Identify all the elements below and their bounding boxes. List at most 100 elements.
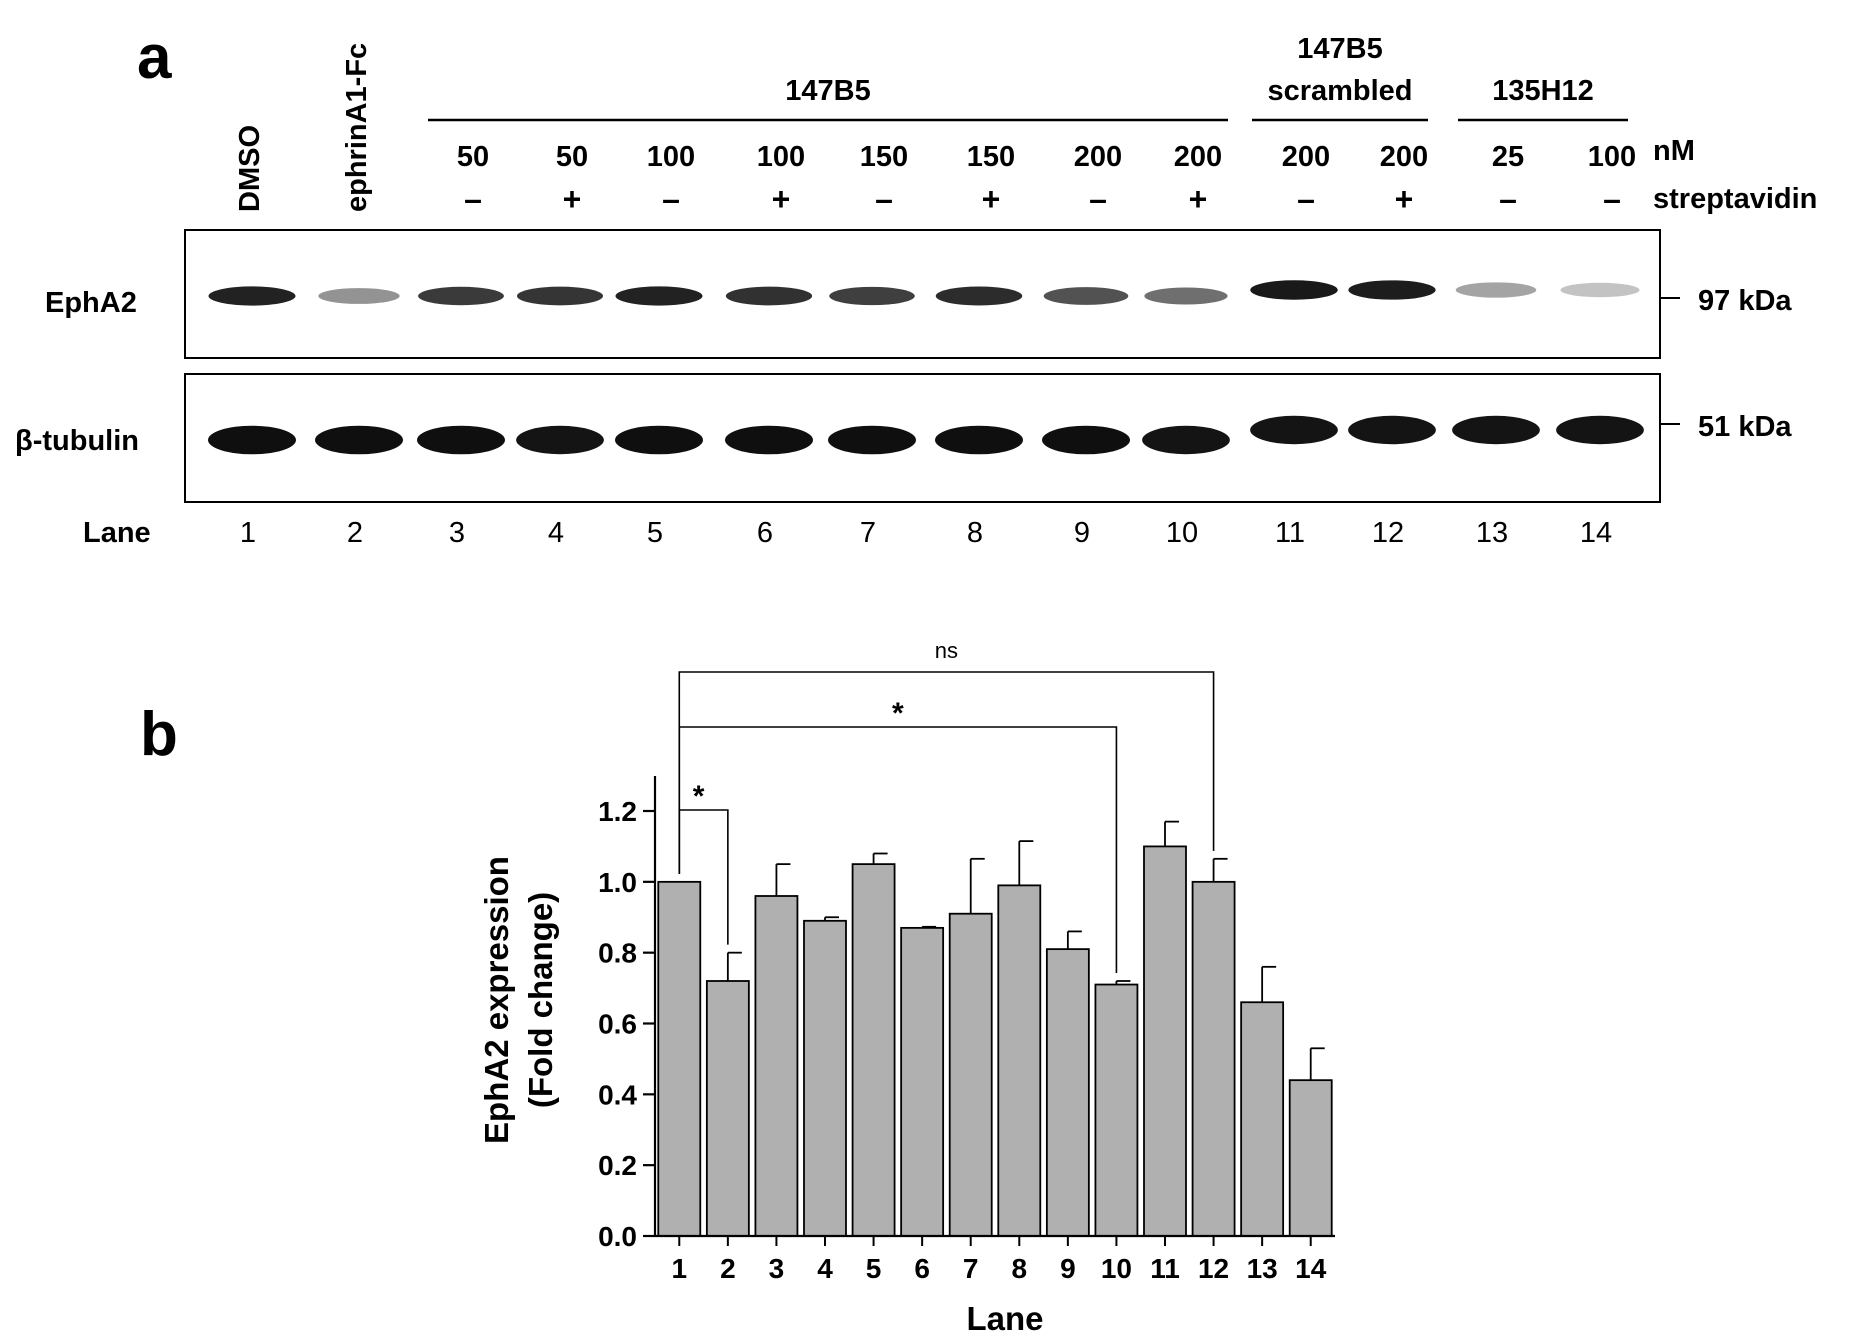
x-axis-label: Lane [966, 1300, 1043, 1337]
y-tick-label: 0.6 [598, 1009, 637, 1040]
x-tick-label: 7 [963, 1253, 979, 1284]
blot-band [516, 425, 604, 455]
blot-band [1042, 425, 1130, 455]
epha2-bands [208, 280, 1640, 306]
lane-number: 3 [449, 517, 465, 549]
concentration-value: 200 [1282, 141, 1330, 173]
group-label: scrambled [1267, 75, 1412, 107]
panel-b-label: b [140, 700, 178, 769]
blot-band [208, 425, 296, 455]
lane-number: 6 [757, 517, 773, 549]
blot-band [1043, 287, 1129, 305]
y-tick-label: 1.0 [598, 867, 637, 898]
x-tick-label: 4 [817, 1253, 833, 1284]
concentration-unit: nM [1653, 135, 1695, 167]
x-tick-label: 8 [1011, 1253, 1027, 1284]
lane-number: 8 [967, 517, 983, 549]
bar [754, 895, 799, 1237]
blot-band [417, 425, 505, 455]
lane-number: 12 [1372, 517, 1404, 549]
streptavidin-sign: + [563, 181, 582, 217]
lane-number: 5 [647, 517, 663, 549]
epha2-blot-frame [184, 229, 1661, 359]
concentration-value: 150 [967, 141, 1015, 173]
streptavidin-sign: – [464, 181, 482, 217]
significance-label: ns [935, 638, 958, 663]
concentration-row: 50 50 100 100 150 150 200 200 200 200 25 100 [457, 141, 1636, 173]
concentration-value: 25 [1492, 141, 1524, 173]
blot-band [1144, 287, 1228, 305]
lane-number: 9 [1074, 517, 1090, 549]
epha2-blot: EphA2 97 kDa [45, 229, 1792, 359]
lane-header-labels: DMSO ephrinA1-Fc [234, 43, 373, 212]
blot-band [1142, 425, 1230, 455]
tubulin-marker-label: 51 kDa [1698, 411, 1792, 443]
bar [997, 884, 1042, 1237]
significance-label: * [693, 780, 705, 813]
significance-brackets: * * ns [678, 638, 1215, 973]
significance-bracket [678, 671, 1215, 874]
blot-band [1250, 415, 1338, 445]
x-tick-label: 1 [671, 1253, 687, 1284]
significance-bracket [678, 726, 1118, 973]
streptavidin-sign: – [1089, 181, 1107, 217]
blot-band [1348, 280, 1436, 300]
y-tick-label: 0.8 [598, 938, 637, 969]
blot-band [208, 286, 296, 306]
y-tick-label: 0.0 [598, 1221, 637, 1252]
bar [1143, 845, 1187, 1237]
bar [1191, 880, 1236, 1237]
concentration-value: 150 [860, 141, 908, 173]
panel-a-label: a [137, 23, 172, 92]
bar [851, 863, 896, 1237]
blot-band [935, 286, 1023, 306]
x-tick-label: 12 [1198, 1253, 1229, 1284]
streptavidin-sign: – [1499, 181, 1517, 217]
lane-number: 1 [240, 517, 256, 549]
bar [1288, 1079, 1333, 1237]
bar [1240, 1001, 1285, 1237]
concentration-value: 200 [1074, 141, 1122, 173]
tubulin-blot-frame [184, 373, 1661, 503]
x-tick-label: 11 [1150, 1253, 1180, 1284]
y-axis: 0.0 0.2 0.4 0.6 0.8 1.0 1.2 [598, 776, 657, 1252]
streptavidin-sign: – [875, 181, 893, 217]
x-axis: 1 2 3 4 5 6 7 8 9 10 11 12 13 14 [655, 1234, 1335, 1284]
concentration-value: 100 [757, 141, 805, 173]
group-label: 147B5 [785, 75, 870, 107]
blot-band [418, 286, 504, 306]
x-tick-label: 6 [914, 1253, 930, 1284]
lane-header-label: DMSO [234, 125, 266, 212]
blot-band [516, 286, 604, 306]
bar-series [657, 820, 1333, 1237]
x-tick-label: 14 [1295, 1253, 1327, 1284]
epha2-marker-label: 97 kDa [1698, 285, 1792, 317]
blot-band [1556, 415, 1644, 445]
bar [1094, 983, 1139, 1237]
significance-label: * [892, 697, 904, 730]
bar [705, 980, 750, 1237]
blot-band [829, 286, 915, 306]
y-tick-label: 1.2 [598, 796, 637, 827]
group-label: 135H12 [1492, 75, 1594, 107]
epha2-blot-label: EphA2 [45, 287, 137, 319]
blot-band [1455, 282, 1537, 298]
streptavidin-sign: + [1189, 181, 1208, 217]
streptavidin-row: – + – + – + – + – + – – [464, 181, 1621, 217]
bar [900, 926, 945, 1237]
x-tick-label: 5 [866, 1253, 882, 1284]
lane-number: 10 [1166, 517, 1198, 549]
y-tick-label: 0.4 [598, 1079, 637, 1110]
tubulin-blot-label: β-tubulin [15, 425, 139, 457]
bar [803, 919, 847, 1237]
lane-number: 7 [860, 517, 876, 549]
tubulin-blot: β-tubulin 51 kDa [15, 373, 1792, 503]
lane-header-label: ephrinA1-Fc [341, 43, 373, 212]
concentration-value: 50 [457, 141, 489, 173]
blot-band [935, 425, 1023, 455]
blot-band [1452, 415, 1540, 445]
blot-band [615, 425, 703, 455]
lane-number: 14 [1580, 517, 1612, 549]
blot-band [615, 286, 703, 306]
